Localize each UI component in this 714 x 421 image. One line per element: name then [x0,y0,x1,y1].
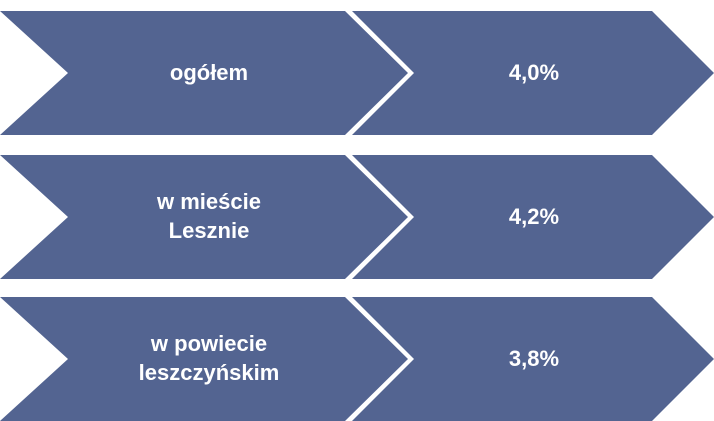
value-chevron-text: 4,0% [508,59,560,85]
label-chevron: w mieście Lesznie [0,155,408,279]
label-chevron-text: ogółem [169,59,249,85]
page: ogółem 4,0% w mieście Lesznie 4,2% w powieci… [0,11,714,421]
value-chevron-text: 4,2% [508,203,560,229]
label-chevron-text: w powiecie leszczyńskim [138,331,280,385]
value-chevron-text: 3,8% [508,345,560,371]
label-chevron-text: w mieście Lesznie [157,189,261,243]
label-chevron: w powiecie leszczyńskim [0,297,408,421]
label-chevron: ogółem [0,11,408,135]
